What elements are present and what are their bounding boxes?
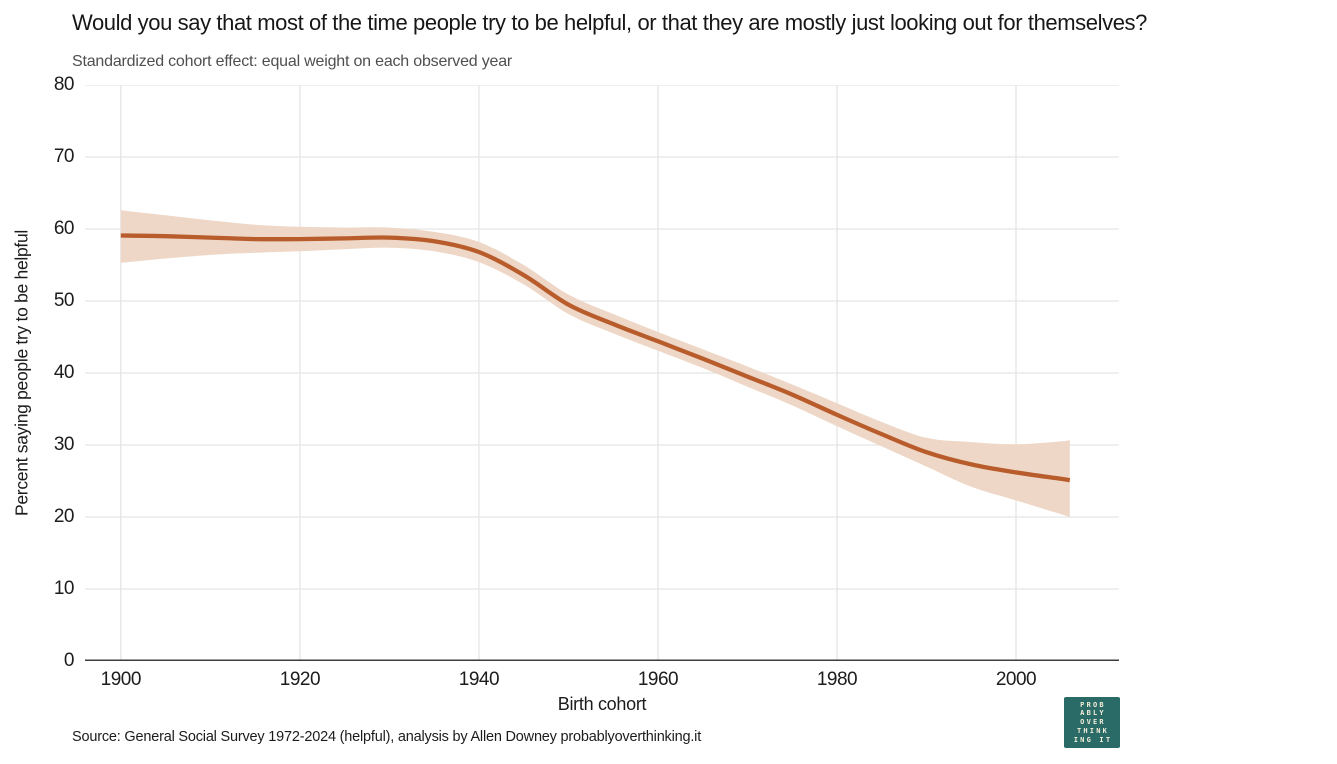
y-tick-label: 70	[53, 146, 75, 167]
logo-line: THINK	[1076, 726, 1110, 735]
logo-line: ABLY	[1080, 709, 1106, 718]
chart-subtitle: Standardized cohort effect: equal weight…	[72, 53, 513, 70]
logo-line: ING IT	[1073, 735, 1113, 744]
x-tick-label: 2000	[995, 669, 1037, 690]
y-tick-label: 20	[53, 506, 75, 527]
confidence-band	[120, 210, 1070, 518]
line-chart-canvas	[85, 85, 1119, 661]
y-tick-label: 10	[53, 578, 75, 599]
y-tick-label: 40	[53, 362, 75, 383]
source-note: Source: General Social Survey 1972-2024 …	[72, 729, 702, 745]
y-tick-label: 60	[53, 218, 75, 239]
logo-line: PROB	[1080, 700, 1106, 709]
logo-line: OVER	[1080, 718, 1106, 727]
x-tick-label: 1900	[100, 669, 142, 690]
y-tick-label: 30	[53, 434, 75, 455]
probablyoverthinking-logo: PROB ABLY OVER THINK ING IT	[1064, 697, 1120, 748]
y-tick-label: 0	[63, 650, 75, 671]
plot-area: 1900 1920 1940 1960 1980 2000 0 10 20 30 40 50 60 70 8…	[54, 74, 1119, 690]
y-axis-label: Percent saying people try to be helpful	[11, 230, 32, 516]
x-tick-label: 1960	[637, 669, 679, 690]
y-tick-label: 80	[53, 74, 75, 95]
x-axis-label: Birth cohort	[557, 694, 647, 714]
y-tick-label: 50	[53, 290, 75, 311]
x-tick-label: 1940	[458, 669, 500, 690]
trend-line	[120, 233, 1071, 483]
chart-title: Would you say that most of the time peop…	[72, 10, 1147, 35]
x-tick-label: 1980	[816, 669, 858, 690]
x-tick-label: 1920	[279, 669, 321, 690]
